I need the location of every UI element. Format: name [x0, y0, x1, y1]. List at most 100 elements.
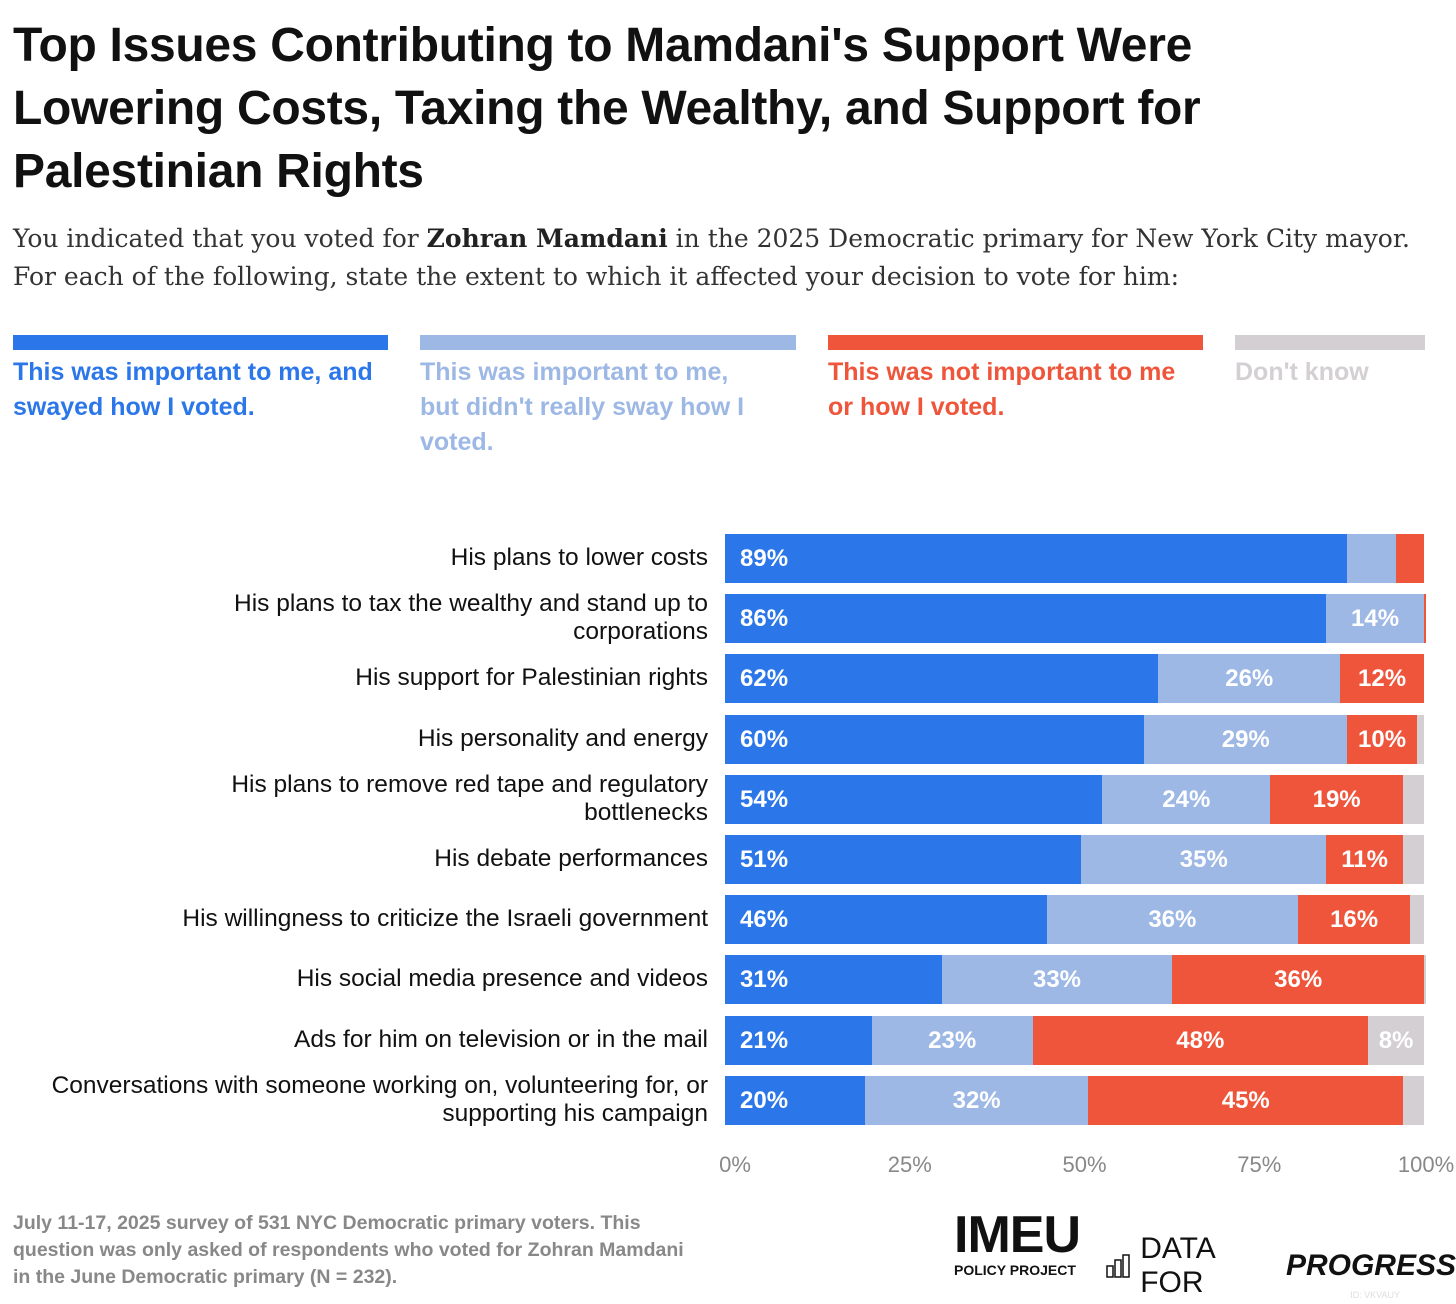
- bar-segment-swayed: [725, 714, 1145, 764]
- data-label: 62%: [740, 665, 789, 693]
- data-label: 29%: [1221, 725, 1270, 753]
- bar-segment-not_important: [1270, 774, 1404, 824]
- bar-segment-swayed: [725, 895, 1047, 945]
- data-label: 23%: [928, 1026, 977, 1054]
- data-label: 45%: [1221, 1086, 1270, 1114]
- data-label: 89%: [740, 545, 789, 572]
- data-label: 35%: [1179, 846, 1228, 873]
- bar-segment-dont_know: [1368, 1015, 1424, 1065]
- bar-segment-not_important: [1424, 594, 1427, 644]
- bar-segment-swayed: [725, 835, 1082, 884]
- row-label: Ads for him on television or in the mail: [294, 1025, 708, 1053]
- row-label: His plans to tax the wealthy and stand u…: [234, 590, 708, 646]
- bar-segment-not_important: [1396, 534, 1424, 583]
- legend-swatch: [13, 335, 388, 350]
- x-tick-label: 100%: [1397, 1152, 1455, 1177]
- data-label: 51%: [740, 846, 789, 873]
- chart-title: Top Issues Contributing to Mamdani's Sup…: [13, 19, 1201, 198]
- data-label: 36%: [1148, 906, 1197, 934]
- legend-item-dont_know: Don't know: [1235, 335, 1425, 390]
- row-label: His willingness to criticize the Israeli…: [182, 905, 708, 933]
- row-label: His debate performances: [434, 845, 708, 872]
- data-for-progress-logo: DATA FOR PROGRESS: [1106, 1232, 1456, 1300]
- bar-segment-swayed: [725, 955, 942, 1005]
- dfp-text: DATA FOR: [1140, 1232, 1215, 1299]
- bar-segment-dont_know: [1410, 895, 1424, 945]
- data-label: 11%: [1341, 846, 1388, 873]
- subtitle-text: You indicated that you voted for: [13, 224, 427, 253]
- subtitle-text: in the 2025 Democratic primary for New Y…: [13, 224, 1411, 291]
- bar-segment-not_swayed: [1102, 774, 1271, 824]
- bar-segment-swayed: [725, 1015, 872, 1065]
- data-label: 31%: [740, 966, 789, 994]
- bar-segment-not_important: [1088, 1075, 1404, 1125]
- row-label: His personality and energy: [417, 724, 708, 752]
- bar-segment-not_swayed: [1144, 714, 1348, 764]
- subtitle-bold: Zohran Mamdani: [426, 224, 668, 253]
- data-label: 19%: [1312, 785, 1361, 813]
- bar-segment-not_swayed: [941, 955, 1173, 1005]
- legend-label: This was important to me, and swayed how…: [13, 358, 373, 421]
- x-tick-label: 75%: [1237, 1152, 1282, 1177]
- bar-segment-swayed: [725, 1075, 865, 1125]
- bar-segment-not_swayed: [1326, 594, 1424, 644]
- data-label: 16%: [1330, 906, 1379, 934]
- data-label: 24%: [1162, 785, 1211, 813]
- legend-item-not_swayed: This was important to me, but didn't rea…: [420, 335, 796, 460]
- data-label: 48%: [1176, 1026, 1225, 1054]
- x-tick-label: 50%: [1062, 1152, 1107, 1177]
- bar-segment-not_important: [1172, 955, 1424, 1005]
- bar-segment-not_swayed: [1046, 895, 1299, 945]
- legend-label: Don't know: [1235, 358, 1369, 386]
- bar-chart-icon: [1106, 1254, 1130, 1278]
- bar-segment-not_important: [1298, 895, 1410, 945]
- data-label: 36%: [1274, 966, 1323, 994]
- footnote: July 11-17, 2025 survey of 531 NYC Democ…: [13, 1212, 684, 1288]
- bar-segment-swayed: [725, 534, 1348, 583]
- legend-swatch: [1235, 335, 1425, 350]
- legend-item-swayed: This was important to me, and swayed how…: [13, 335, 388, 425]
- chart-subtitle: You indicated that you voted for Zohran …: [13, 220, 1433, 296]
- data-label: 10%: [1358, 725, 1407, 753]
- bar-segment-not_important: [1340, 654, 1424, 704]
- row-label: His support for Palestinian rights: [355, 664, 708, 692]
- bar-segment-dont_know: [1424, 955, 1427, 1005]
- legend-label: This was not important to me or how I vo…: [828, 358, 1176, 421]
- legend-swatch: [420, 335, 796, 350]
- data-label: 14%: [1351, 605, 1400, 633]
- bar-segment-not_important: [1347, 714, 1417, 764]
- data-label: 46%: [740, 906, 789, 934]
- row-label: His plans to lower costs: [450, 544, 708, 571]
- dfp-text-bold: PROGRESS: [1285, 1249, 1456, 1282]
- imeu-logo-subtext: POLICY PROJECT: [954, 1262, 1076, 1278]
- watermark: ID: VKVAUY: [1350, 1290, 1400, 1300]
- row-label: Conversations with someone working on, v…: [51, 1071, 708, 1127]
- data-label: 32%: [952, 1086, 1001, 1114]
- legend-swatch: [828, 335, 1203, 350]
- bar-segment-not_important: [1326, 835, 1403, 884]
- bar-segment-dont_know: [1417, 714, 1424, 764]
- row-label: His plans to remove red tape and regulat…: [231, 770, 708, 826]
- bar-segment-swayed: [725, 774, 1103, 824]
- imeu-logo: IMEU POLICY PROJECT: [954, 1206, 1081, 1278]
- x-tick-label: 25%: [887, 1152, 932, 1177]
- data-label: 60%: [740, 725, 789, 753]
- imeu-logo-text: IMEU: [954, 1206, 1081, 1264]
- data-label: 20%: [740, 1086, 789, 1114]
- bar-segment-not_swayed: [871, 1015, 1033, 1065]
- data-label: 54%: [740, 785, 789, 813]
- data-label: 33%: [1032, 966, 1082, 994]
- bar-segment-not_important: [1032, 1015, 1369, 1065]
- bar-segment-not_swayed: [1081, 835, 1327, 884]
- bar-segment-not_swayed: [1158, 654, 1341, 704]
- bar-segment-dont_know: [1403, 1075, 1424, 1125]
- legend-label: This was important to me, but didn't rea…: [420, 358, 745, 456]
- data-label: 26%: [1225, 665, 1274, 693]
- data-label: 21%: [740, 1026, 789, 1054]
- x-tick-label: 0%: [719, 1152, 751, 1177]
- bar-segment-swayed: [725, 594, 1327, 644]
- bar-segment-swayed: [725, 654, 1159, 704]
- row-label: His social media presence and videos: [296, 965, 708, 993]
- data-label: 12%: [1358, 665, 1407, 693]
- data-label: 8%: [1378, 1026, 1414, 1054]
